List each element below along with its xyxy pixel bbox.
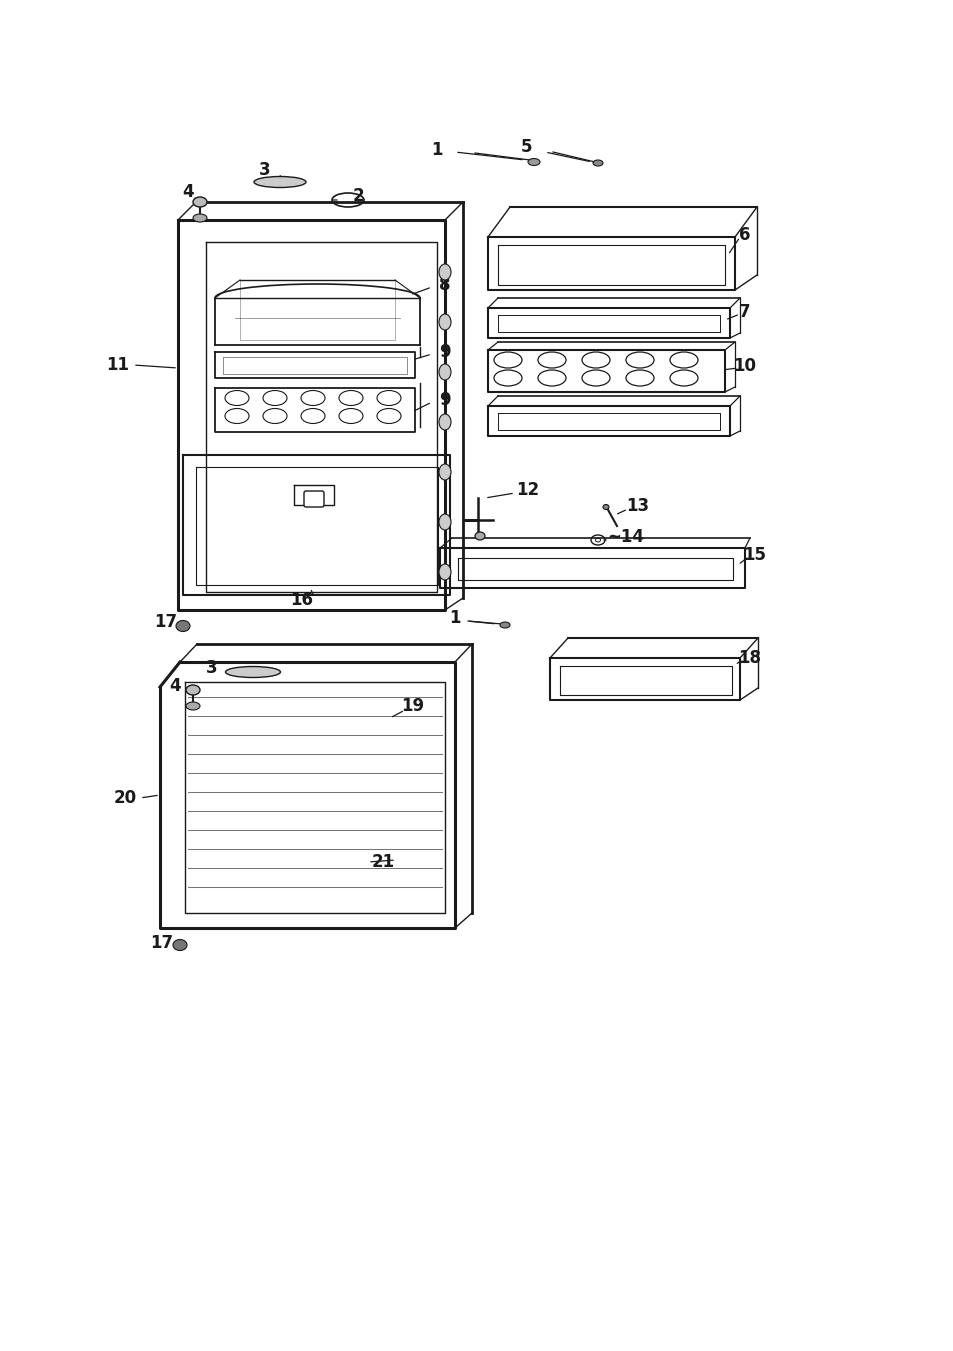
Text: 4: 4	[169, 677, 181, 694]
Text: 20: 20	[113, 789, 136, 807]
Ellipse shape	[438, 563, 451, 580]
Text: 4: 4	[182, 182, 193, 201]
Ellipse shape	[593, 159, 602, 166]
Ellipse shape	[438, 513, 451, 530]
Ellipse shape	[475, 532, 484, 540]
Text: 11: 11	[107, 357, 130, 374]
Text: 18: 18	[738, 648, 760, 667]
Text: 21: 21	[371, 852, 395, 871]
Text: 7: 7	[739, 303, 750, 322]
Text: 2: 2	[352, 186, 363, 205]
Ellipse shape	[438, 463, 451, 480]
Ellipse shape	[438, 263, 451, 280]
Text: ~14: ~14	[607, 528, 644, 546]
Ellipse shape	[438, 413, 451, 430]
Text: 13: 13	[626, 497, 649, 515]
Text: 8: 8	[438, 276, 450, 295]
Text: 3: 3	[206, 659, 217, 677]
Ellipse shape	[438, 363, 451, 380]
FancyBboxPatch shape	[304, 490, 324, 507]
Text: 17: 17	[154, 613, 177, 631]
Text: 1: 1	[449, 609, 460, 627]
Text: 10: 10	[733, 357, 756, 376]
Ellipse shape	[172, 939, 187, 951]
Text: 15: 15	[742, 546, 765, 563]
Ellipse shape	[186, 703, 200, 711]
Text: 9: 9	[438, 343, 451, 361]
Text: 6: 6	[739, 226, 750, 245]
Text: 12: 12	[516, 481, 539, 499]
Ellipse shape	[225, 666, 280, 677]
Text: 3: 3	[259, 161, 271, 178]
Ellipse shape	[527, 158, 539, 166]
Text: 17: 17	[151, 934, 173, 952]
Ellipse shape	[175, 620, 190, 631]
Ellipse shape	[438, 313, 451, 330]
Ellipse shape	[193, 197, 207, 207]
Text: 1: 1	[431, 141, 442, 159]
Text: 5: 5	[520, 138, 532, 155]
Ellipse shape	[253, 177, 306, 188]
Text: 16: 16	[291, 590, 314, 609]
Ellipse shape	[193, 213, 207, 222]
Ellipse shape	[186, 685, 200, 694]
Ellipse shape	[602, 504, 608, 509]
Ellipse shape	[499, 621, 510, 628]
Text: 19: 19	[401, 697, 424, 715]
Text: 9: 9	[438, 390, 451, 409]
